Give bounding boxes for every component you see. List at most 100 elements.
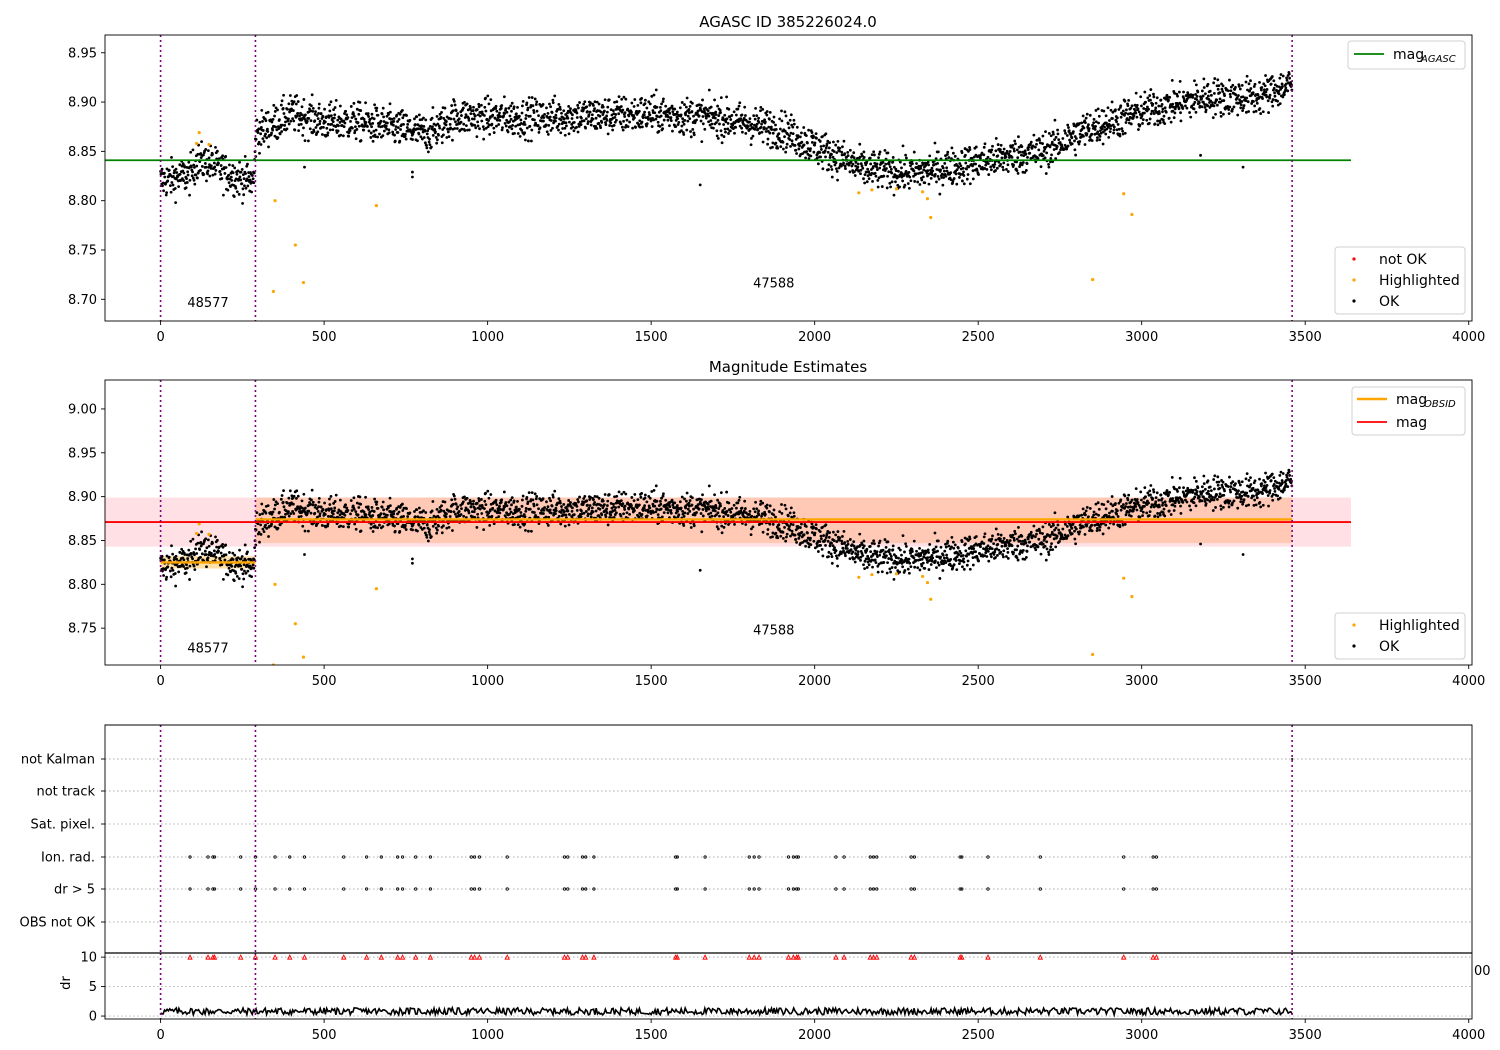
ok-point bbox=[214, 145, 217, 149]
ok-point bbox=[391, 130, 395, 134]
ok-point bbox=[174, 167, 178, 171]
ok-point bbox=[391, 515, 395, 519]
ok-point bbox=[778, 127, 782, 131]
ok-point bbox=[1200, 105, 1204, 109]
ok-point bbox=[843, 152, 847, 156]
ok-point bbox=[408, 511, 412, 515]
ok-point bbox=[1263, 88, 1266, 92]
ok-point bbox=[734, 506, 738, 510]
ok-point bbox=[259, 125, 263, 129]
ok-point bbox=[1230, 109, 1234, 113]
ok-point bbox=[1039, 165, 1043, 169]
ok-point bbox=[1194, 110, 1198, 114]
ok-point bbox=[185, 566, 189, 570]
ok-point bbox=[968, 182, 972, 186]
ok-point bbox=[689, 526, 693, 529]
ok-point bbox=[641, 116, 645, 120]
ok-point bbox=[605, 504, 609, 507]
ok-point bbox=[1140, 104, 1143, 108]
ok-point bbox=[815, 527, 818, 531]
ok-point bbox=[613, 116, 617, 119]
ok-point bbox=[645, 514, 649, 518]
ok-point bbox=[575, 504, 579, 508]
ok-point bbox=[975, 168, 979, 172]
ok-point bbox=[691, 127, 695, 131]
ok-point bbox=[1148, 94, 1152, 97]
ok-point bbox=[1171, 109, 1175, 113]
ok-point bbox=[1189, 115, 1193, 119]
ok-point bbox=[392, 512, 396, 516]
ok-point bbox=[392, 509, 396, 513]
ok-point bbox=[1020, 145, 1024, 149]
ok-point bbox=[447, 135, 451, 139]
ok-point bbox=[319, 112, 323, 115]
ok-point bbox=[1262, 82, 1266, 86]
ok-point bbox=[320, 524, 324, 527]
ok-point bbox=[996, 143, 1000, 146]
ok-point bbox=[1216, 103, 1219, 107]
ok-point bbox=[334, 98, 338, 102]
ok-point bbox=[818, 140, 822, 143]
ok-point bbox=[646, 115, 650, 119]
ok-point bbox=[270, 120, 274, 124]
ok-point bbox=[682, 524, 686, 527]
ok-point bbox=[802, 143, 806, 147]
ok-point bbox=[259, 132, 263, 136]
ok-point bbox=[380, 505, 384, 509]
ok-point bbox=[1152, 95, 1156, 99]
ok-point bbox=[683, 103, 686, 106]
ok-point bbox=[1057, 138, 1061, 142]
ok-point bbox=[352, 101, 356, 105]
ok-point bbox=[926, 174, 929, 178]
ok-point bbox=[454, 120, 457, 124]
ok-point bbox=[684, 113, 688, 117]
ok-point bbox=[909, 164, 912, 168]
ok-point bbox=[193, 568, 197, 571]
ok-point bbox=[557, 102, 561, 106]
ok-point bbox=[1063, 129, 1067, 133]
ok-point bbox=[726, 514, 730, 517]
ok-point bbox=[1228, 105, 1232, 109]
ok-point bbox=[1120, 127, 1124, 131]
ok-point bbox=[542, 119, 545, 123]
ok-point bbox=[280, 494, 284, 497]
ok-point bbox=[822, 534, 826, 537]
ok-point bbox=[367, 508, 370, 511]
ok-point bbox=[494, 104, 498, 108]
ok-point bbox=[1025, 162, 1029, 166]
ok-point bbox=[630, 496, 634, 499]
ok-point bbox=[1023, 171, 1027, 174]
ok-point bbox=[547, 515, 551, 519]
ok-point bbox=[1117, 108, 1121, 111]
ok-point bbox=[1078, 140, 1082, 143]
ok-point bbox=[643, 496, 647, 500]
ok-point bbox=[599, 126, 603, 130]
ok-point bbox=[504, 501, 508, 504]
ok-point bbox=[258, 120, 262, 124]
ok-point bbox=[933, 141, 937, 145]
ok-point bbox=[475, 526, 479, 529]
ok-point bbox=[643, 102, 647, 106]
ok-point bbox=[1102, 109, 1106, 113]
ok-point bbox=[1138, 123, 1142, 127]
ok-point bbox=[720, 524, 724, 528]
ok-point bbox=[1148, 117, 1152, 121]
ok-point bbox=[674, 125, 678, 128]
ok-point bbox=[821, 554, 825, 558]
ok-point bbox=[1247, 110, 1251, 113]
ok-point bbox=[291, 109, 295, 112]
ok-point bbox=[1209, 93, 1213, 97]
ok-point bbox=[827, 163, 831, 167]
ok-point bbox=[252, 171, 256, 175]
ok-point bbox=[434, 135, 438, 139]
ok-point bbox=[701, 493, 704, 497]
ok-point bbox=[281, 123, 284, 127]
ok-point bbox=[509, 510, 513, 514]
ok-point bbox=[1092, 121, 1096, 125]
ok-point bbox=[183, 165, 187, 169]
ok-point bbox=[576, 130, 580, 134]
ok-point bbox=[1255, 101, 1259, 105]
ok-point bbox=[206, 556, 210, 560]
ok-point bbox=[885, 186, 889, 190]
ok-point bbox=[350, 509, 354, 512]
